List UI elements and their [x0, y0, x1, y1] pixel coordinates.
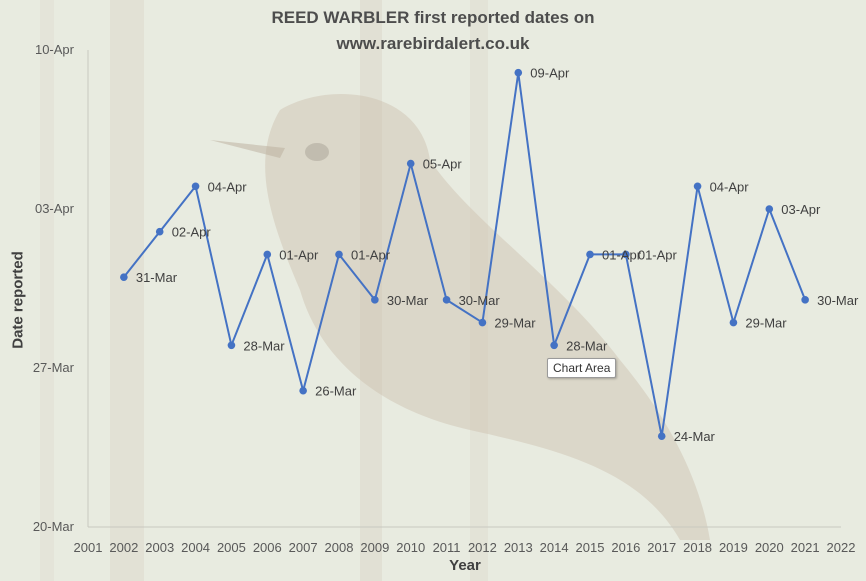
data-point [227, 341, 236, 350]
x-tick-label: 2011 [433, 540, 461, 555]
data-label: 29-Mar [494, 316, 536, 331]
chart-subtitle: www.rarebirdalert.co.uk [336, 34, 530, 53]
series-line [123, 71, 807, 438]
chart-area-tooltip: Chart Area [547, 358, 617, 378]
x-tick-label: 2012 [468, 540, 497, 555]
data-label: 30-Mar [817, 293, 859, 308]
data-label: 29-Mar [745, 316, 787, 331]
data-point [299, 386, 307, 395]
data-label: 26-Mar [315, 384, 357, 399]
x-tick-label: 2004 [181, 540, 210, 555]
data-label: 24-Mar [674, 429, 716, 444]
data-label: 01-Apr [602, 247, 642, 262]
chart-title: REED WARBLER first reported dates on [271, 8, 595, 27]
data-point [442, 296, 451, 304]
y-tick-label: 10-Apr [35, 42, 75, 57]
data-label: 05-Apr [423, 157, 463, 172]
y-tick-label: 03-Apr [35, 201, 75, 216]
x-tick-label: 2018 [683, 540, 712, 555]
x-tick-label: 2001 [74, 540, 103, 555]
data-point [155, 227, 164, 236]
data-point [586, 250, 594, 259]
x-tick-label: 2014 [540, 540, 569, 555]
data-point [335, 250, 343, 259]
data-point [801, 296, 809, 304]
data-point [371, 296, 379, 304]
data-label: 28-Mar [566, 338, 608, 353]
data-point [622, 250, 630, 259]
x-tick-label: 2006 [253, 540, 282, 555]
x-tick-label: 2009 [360, 540, 389, 555]
data-label: 09-Apr [530, 66, 570, 81]
x-axis-title: Year [449, 557, 481, 574]
data-label: 03-Apr [781, 202, 821, 217]
data-label: 30-Mar [387, 293, 429, 308]
x-tick-label: 2021 [791, 540, 820, 555]
data-label: 01-Apr [351, 247, 391, 262]
data-point [693, 182, 702, 191]
data-label: 28-Mar [243, 338, 285, 353]
x-tick-label: 2015 [576, 540, 605, 555]
x-tick-label: 2008 [325, 540, 354, 555]
x-tick-label: 2013 [504, 540, 533, 555]
data-point [729, 318, 738, 327]
x-tick-label: 2002 [109, 540, 138, 555]
data-point [478, 318, 487, 327]
x-tick-label: 2003 [145, 540, 174, 555]
data-label: 04-Apr [208, 179, 248, 194]
data-label: 01-Apr [279, 247, 319, 262]
y-tick-label: 27-Mar [33, 360, 75, 375]
y-axis-title: Date reported [9, 251, 27, 349]
data-point [263, 250, 272, 259]
data-point [765, 205, 774, 213]
x-tick-label: 2022 [827, 540, 856, 555]
data-label: 01-Apr [638, 247, 678, 262]
data-point [120, 273, 128, 281]
x-tick-label: 2007 [289, 540, 318, 555]
data-point [191, 182, 200, 191]
x-tick-label: 2010 [396, 540, 425, 555]
data-label: 04-Apr [710, 179, 750, 194]
x-tick-label: 2020 [755, 540, 784, 555]
data-label: 31-Mar [136, 270, 178, 285]
y-tick-label: 20-Mar [33, 519, 75, 534]
x-tick-label: 2019 [719, 540, 748, 555]
data-point [550, 341, 558, 350]
data-point [657, 432, 666, 440]
data-label: 30-Mar [459, 293, 501, 308]
x-tick-label: 2016 [611, 540, 640, 555]
data-point [514, 68, 523, 77]
x-tick-label: 2005 [217, 540, 246, 555]
data-point [406, 159, 415, 168]
data-label: 02-Apr [172, 225, 212, 240]
x-tick-label: 2017 [647, 540, 676, 555]
